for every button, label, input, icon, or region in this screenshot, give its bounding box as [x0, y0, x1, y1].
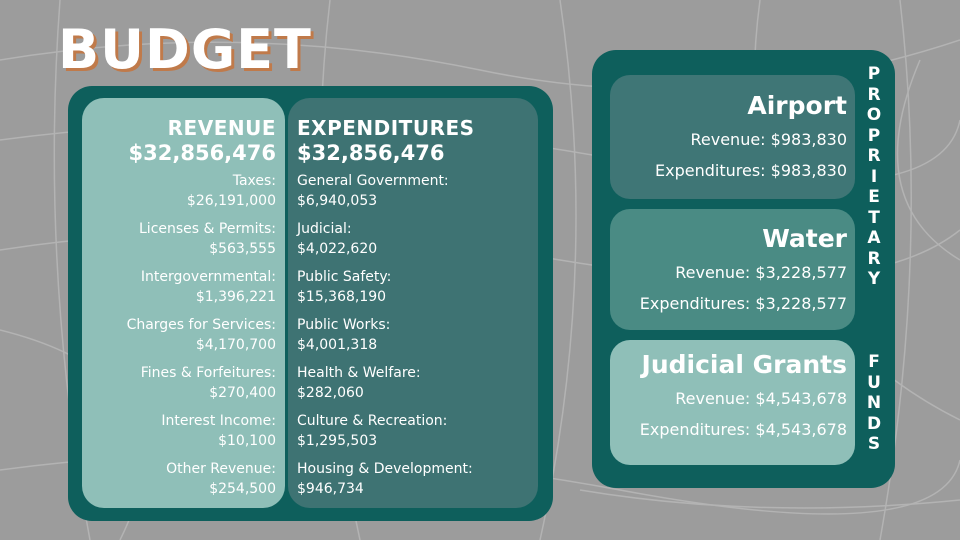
label-letter: I — [870, 166, 878, 187]
label-letter: T — [868, 207, 880, 228]
revenue-item-value: $563,555 — [209, 241, 276, 257]
expenditure-item-label: General Government: — [297, 173, 449, 189]
revenue-item-label: Licenses & Permits: — [139, 221, 276, 237]
revenue-item: Taxes: $26,191,000 — [96, 171, 276, 211]
expenditure-item: Public Safety: $15,368,190 — [297, 267, 532, 307]
revenue-item: Charges for Services: $4,170,700 — [96, 315, 276, 355]
fund-expenditures: Expenditures: $3,228,577 — [639, 294, 847, 313]
page-title: BUDGET — [58, 18, 312, 81]
expenditure-item-value: $282,060 — [297, 385, 364, 401]
revenue-heading: REVENUE — [167, 116, 276, 140]
revenue-item-value: $10,100 — [218, 433, 276, 449]
revenue-card — [82, 98, 285, 508]
label-letter: U — [867, 372, 881, 393]
fund-card-water: Water Revenue: $3,228,577 Expenditures: … — [610, 209, 855, 330]
fund-name: Judicial Grants — [641, 350, 847, 379]
expenditure-item-value: $1,295,503 — [297, 433, 378, 449]
label-letter: P — [867, 125, 881, 146]
fund-expenditures: Expenditures: $4,543,678 — [639, 420, 847, 439]
revenue-item-label: Taxes: — [232, 173, 276, 189]
revenue-column: REVENUE $32,856,476 Taxes: $26,191,000 L… — [96, 116, 276, 507]
fund-name: Airport — [747, 91, 847, 120]
expenditure-item-value: $15,368,190 — [297, 289, 387, 305]
fund-expenditures: Expenditures: $983,830 — [655, 161, 847, 180]
fund-revenue: Revenue: $983,830 — [690, 130, 848, 149]
expenditure-item: Health & Welfare: $282,060 — [297, 363, 532, 403]
fund-revenue: Revenue: $3,228,577 — [675, 263, 847, 282]
label-letter: R — [867, 146, 881, 166]
revenue-item-value: $26,191,000 — [186, 193, 276, 209]
revenue-item-label: Other Revenue: — [166, 461, 276, 477]
expenditure-item: Public Works: $4,001,318 — [297, 315, 532, 355]
revenue-item-value: $270,400 — [209, 385, 276, 401]
label-letter: R — [867, 248, 881, 269]
expenditures-heading: EXPENDITURES — [297, 116, 475, 140]
label-letter: N — [866, 393, 882, 413]
expenditure-item-label: Housing & Development: — [297, 461, 473, 477]
revenue-total: $32,856,476 — [128, 141, 276, 165]
label-letter: S — [867, 434, 881, 454]
revenue-item-label: Intergovernmental: — [140, 269, 276, 285]
revenue-item: Other Revenue: $254,500 — [96, 459, 276, 499]
expenditure-item-label: Public Works: — [297, 317, 391, 333]
expenditure-item: General Government: $6,940,053 — [297, 171, 532, 211]
label-letter: E — [868, 187, 880, 207]
expenditures-total: $32,856,476 — [297, 141, 445, 165]
expenditure-item-value: $4,022,620 — [297, 241, 378, 257]
expenditures-card — [288, 98, 538, 508]
revenue-item-value: $4,170,700 — [195, 337, 276, 353]
expenditure-item-label: Judicial: — [297, 221, 352, 237]
label-letter: D — [866, 413, 882, 434]
label-letter: R — [867, 84, 881, 105]
fund-name: Water — [762, 224, 847, 253]
revenue-item-value: $254,500 — [209, 481, 276, 497]
revenue-item-label: Interest Income: — [161, 413, 276, 429]
expenditure-item-label: Health & Welfare: — [297, 365, 421, 381]
fund-card-judicial-grants: Judicial Grants Revenue: $4,543,678 Expe… — [610, 340, 855, 465]
expenditure-item-value: $946,734 — [297, 481, 364, 497]
expenditure-item-label: Public Safety: — [297, 269, 392, 285]
revenue-item-value: $1,396,221 — [195, 289, 276, 305]
revenue-item-label: Charges for Services: — [126, 317, 276, 333]
expenditures-column: EXPENDITURES $32,856,476 General Governm… — [297, 116, 532, 507]
revenue-item: Interest Income: $10,100 — [96, 411, 276, 451]
fund-revenue: Revenue: $4,543,678 — [675, 389, 847, 408]
expenditure-item: Housing & Development: $946,734 — [297, 459, 532, 499]
expenditure-item: Culture & Recreation: $1,295,503 — [297, 411, 532, 451]
label-letter: O — [866, 105, 882, 125]
funds-vertical-label: F U N D S — [863, 352, 885, 455]
label-letter: Y — [867, 269, 881, 289]
proprietary-vertical-label: P R O P R I E T A R Y — [863, 64, 885, 290]
revenue-item: Intergovernmental: $1,396,221 — [96, 267, 276, 307]
label-letter: F — [868, 352, 880, 372]
label-letter: P — [867, 64, 881, 84]
revenue-item-label: Fines & Forfeitures: — [140, 365, 276, 381]
expenditure-item: Judicial: $4,022,620 — [297, 219, 532, 259]
fund-card-airport: Airport Revenue: $983,830 Expenditures: … — [610, 75, 855, 199]
expenditure-item-value: $4,001,318 — [297, 337, 378, 353]
expenditure-item-label: Culture & Recreation: — [297, 413, 448, 429]
label-letter: A — [867, 228, 881, 248]
expenditure-item-value: $6,940,053 — [297, 193, 378, 209]
revenue-item: Licenses & Permits: $563,555 — [96, 219, 276, 259]
revenue-item: Fines & Forfeitures: $270,400 — [96, 363, 276, 403]
